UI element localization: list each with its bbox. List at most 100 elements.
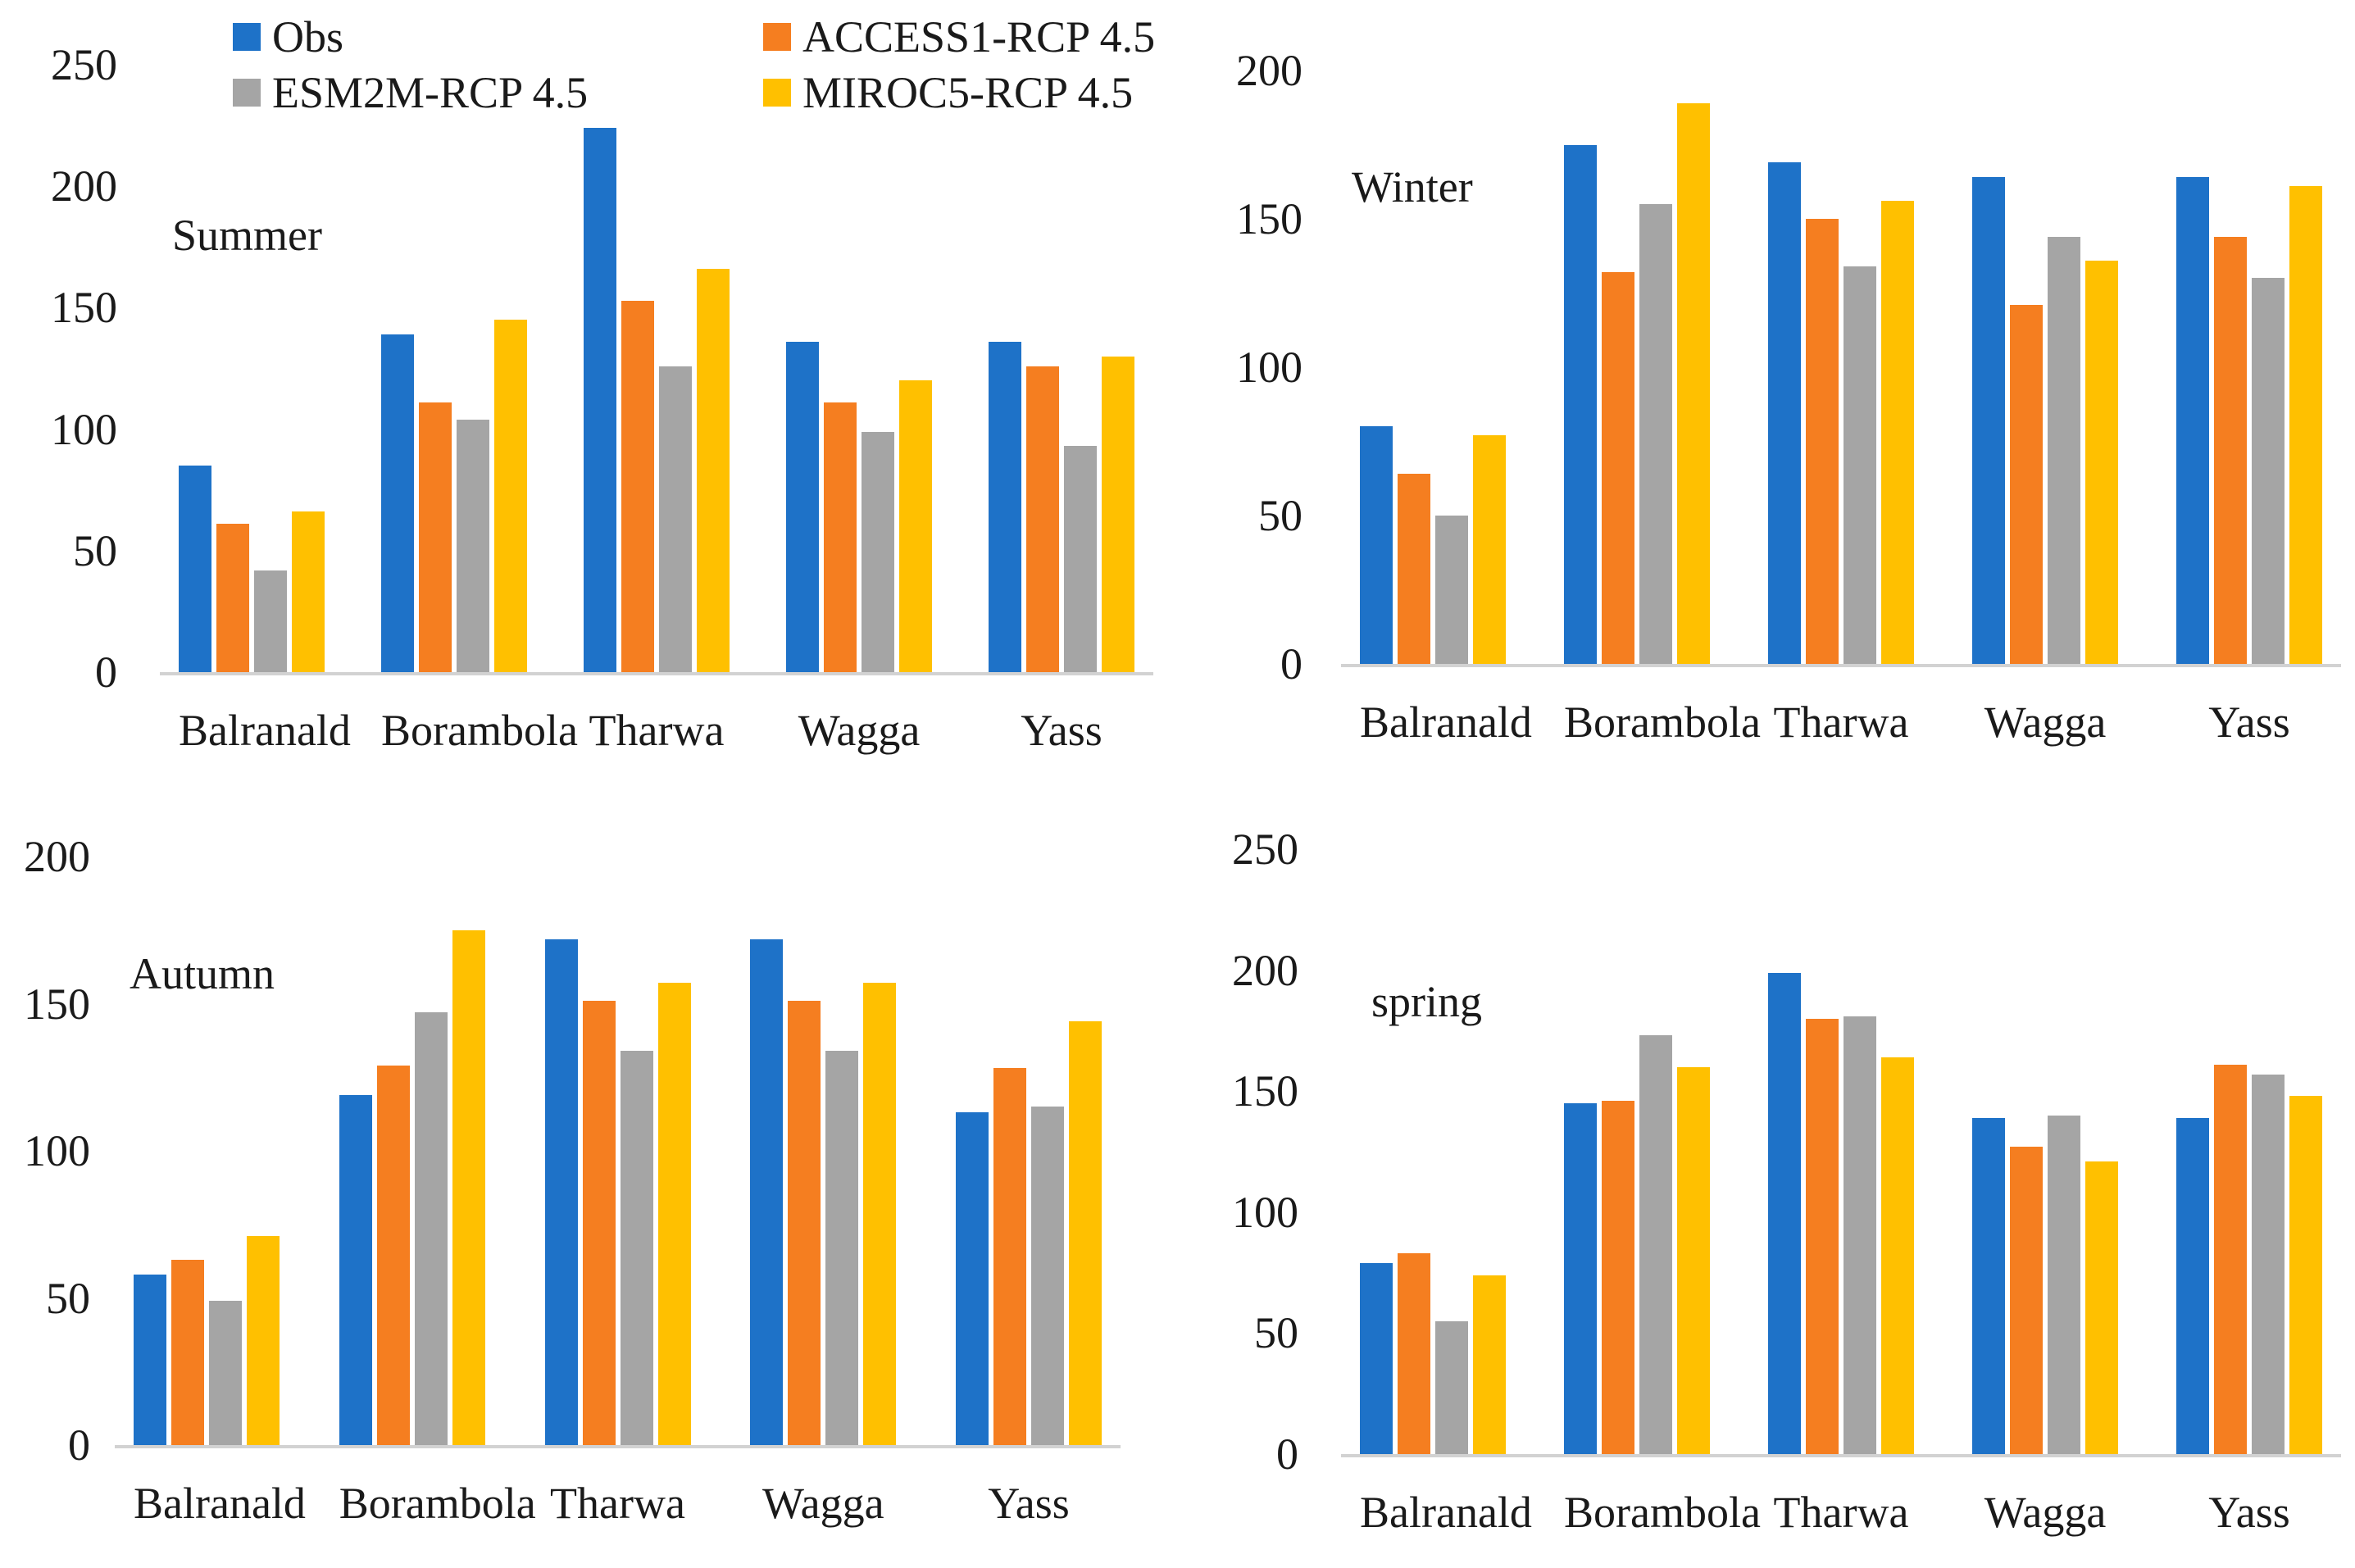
bar-obs-yass (989, 341, 1021, 672)
bar-esm2m-rcp-4-5-wagga (2048, 236, 2080, 664)
legend-swatch-obs (233, 23, 261, 51)
x-category-label-borambola: Borambola (381, 706, 578, 755)
bar-group-wagga (1972, 70, 2118, 664)
bar-access1-rcp-4-5-balranald (171, 1259, 204, 1445)
bar-access1-rcp-4-5-tharwa (582, 1000, 616, 1445)
bar-groups (160, 65, 1153, 672)
bar-obs-wagga (1972, 1117, 2005, 1454)
bar-miroc5-rcp-4-5-borambola (494, 320, 527, 672)
bar-miroc5-rcp-4-5-balranald (1473, 1275, 1506, 1454)
y-tick-label: 200 (1232, 945, 1298, 995)
bar-miroc5-rcp-4-5-yass (2289, 186, 2322, 664)
bar-group-yass (2176, 849, 2322, 1454)
plot-area (160, 65, 1153, 675)
bar-miroc5-rcp-4-5-borambola (1677, 102, 1710, 664)
y-tick-label: 0 (95, 648, 117, 697)
winter-chart: 0 50 100 150 200 Winter Balranald Borambola Th… (1177, 0, 2355, 784)
x-category-label-tharwa: Tharwa (550, 1479, 685, 1528)
y-tick-label: 50 (1258, 491, 1303, 540)
plot-area (115, 857, 1121, 1448)
bar-access1-rcp-4-5-tharwa (1806, 1018, 1839, 1454)
x-category-label-tharwa: Tharwa (1773, 698, 1909, 747)
bar-obs-tharwa (584, 128, 616, 672)
bar-obs-yass (2176, 177, 2209, 664)
bar-group-yass (989, 65, 1134, 672)
bar-esm2m-rcp-4-5-yass (2252, 1074, 2285, 1454)
bar-obs-tharwa (544, 939, 578, 1445)
y-tick-label: 0 (1280, 639, 1303, 689)
bar-group-tharwa (544, 857, 691, 1445)
chart-title: spring (1371, 977, 1482, 1026)
x-category-label-wagga: Wagga (1984, 698, 2107, 747)
bar-group-tharwa (1768, 70, 1914, 664)
bar-access1-rcp-4-5-balranald (216, 524, 249, 672)
bar-obs-balranald (1360, 1262, 1393, 1454)
bar-miroc5-rcp-4-5-yass (2289, 1096, 2322, 1454)
spring-chart: 0 50 100 150 200 250 spring Balranald Borambol… (1177, 784, 2355, 1568)
bar-access1-rcp-4-5-borambola (1602, 1101, 1634, 1454)
bar-group-yass (2176, 70, 2322, 664)
y-tick-label: 150 (24, 979, 90, 1029)
bar-miroc5-rcp-4-5-balranald (1473, 435, 1506, 664)
bar-miroc5-rcp-4-5-tharwa (1881, 1057, 1914, 1454)
bar-access1-rcp-4-5-tharwa (621, 300, 654, 672)
legend-swatch-miroc5-rcp-4-5 (763, 79, 791, 107)
bar-group-borambola (339, 857, 485, 1445)
bar-access1-rcp-4-5-wagga (788, 1000, 821, 1445)
x-axis-labels: Balranald Borambola Tharwa Wagga Yass (1341, 697, 2341, 748)
x-category-label-borambola: Borambola (1564, 1488, 1761, 1537)
bar-access1-rcp-4-5-yass (993, 1068, 1026, 1445)
bar-miroc5-rcp-4-5-borambola (452, 929, 485, 1445)
bar-miroc5-rcp-4-5-yass (1069, 1021, 1102, 1445)
bar-obs-tharwa (1768, 972, 1801, 1454)
bar-esm2m-rcp-4-5-wagga (2048, 1115, 2080, 1454)
bar-groups (115, 857, 1121, 1445)
summer-chart: Obs ACCESS1-RCP 4.5 ESM2M-RCP 4.5 MIROC5-RC… (0, 0, 1177, 784)
y-axis: 0 50 100 150 200 (0, 832, 115, 1470)
y-tick-label: 0 (1276, 1429, 1298, 1479)
bar-miroc5-rcp-4-5-borambola (1677, 1066, 1710, 1454)
bar-group-balranald (1360, 70, 1506, 664)
y-tick-label: 150 (51, 283, 117, 333)
y-tick-label: 100 (51, 404, 117, 454)
bar-obs-wagga (786, 341, 819, 672)
x-category-label-balranald: Balranald (1360, 698, 1532, 747)
bar-esm2m-rcp-4-5-balranald (1435, 1320, 1468, 1454)
x-category-label-wagga: Wagga (762, 1479, 884, 1528)
legend-swatch-access1-rcp-4-5 (763, 23, 791, 51)
bar-groups (1341, 70, 2341, 664)
bar-esm2m-rcp-4-5-tharwa (1844, 1016, 1876, 1454)
x-category-label-yass: Yass (988, 1479, 1070, 1528)
x-category-label-yass: Yass (1021, 706, 1102, 755)
y-tick-label: 200 (51, 161, 117, 211)
bar-miroc5-rcp-4-5-balranald (247, 1236, 280, 1445)
x-category-label-balranald: Balranald (134, 1479, 306, 1528)
bar-obs-yass (2176, 1117, 2209, 1454)
y-tick-label: 150 (1236, 194, 1303, 243)
legend-item-esm2m-rcp-4-5: ESM2M-RCP 4.5 (233, 69, 763, 116)
bar-access1-rcp-4-5-wagga (2010, 304, 2043, 664)
legend: Obs ACCESS1-RCP 4.5 ESM2M-RCP 4.5 MIROC5-RC… (233, 13, 1155, 116)
legend-label: MIROC5-RCP 4.5 (802, 68, 1134, 117)
bar-obs-yass (956, 1112, 989, 1445)
bar-obs-balranald (179, 466, 211, 672)
y-tick-label: 50 (73, 525, 117, 575)
x-category-label-yass: Yass (2208, 698, 2290, 747)
x-category-label-balranald: Balranald (1360, 1488, 1532, 1537)
bar-miroc5-rcp-4-5-wagga (863, 983, 897, 1445)
bar-esm2m-rcp-4-5-balranald (209, 1301, 242, 1445)
y-tick-label: 200 (1236, 46, 1303, 95)
bar-access1-rcp-4-5-yass (2214, 236, 2247, 664)
x-axis-labels: Balranald Borambola Tharwa Wagga Yass (115, 1478, 1121, 1529)
plot-area (1341, 849, 2341, 1457)
x-category-label-borambola: Borambola (1564, 698, 1761, 747)
bar-group-borambola (1564, 70, 1710, 664)
y-tick-label: 50 (46, 1273, 90, 1323)
y-axis: 0 50 100 150 200 (1177, 46, 1341, 689)
bar-obs-borambola (1564, 1102, 1597, 1454)
bar-group-balranald (134, 857, 280, 1445)
bar-group-balranald (179, 65, 325, 672)
legend-swatch-esm2m-rcp-4-5 (233, 79, 261, 107)
bar-miroc5-rcp-4-5-wagga (2085, 1161, 2118, 1454)
